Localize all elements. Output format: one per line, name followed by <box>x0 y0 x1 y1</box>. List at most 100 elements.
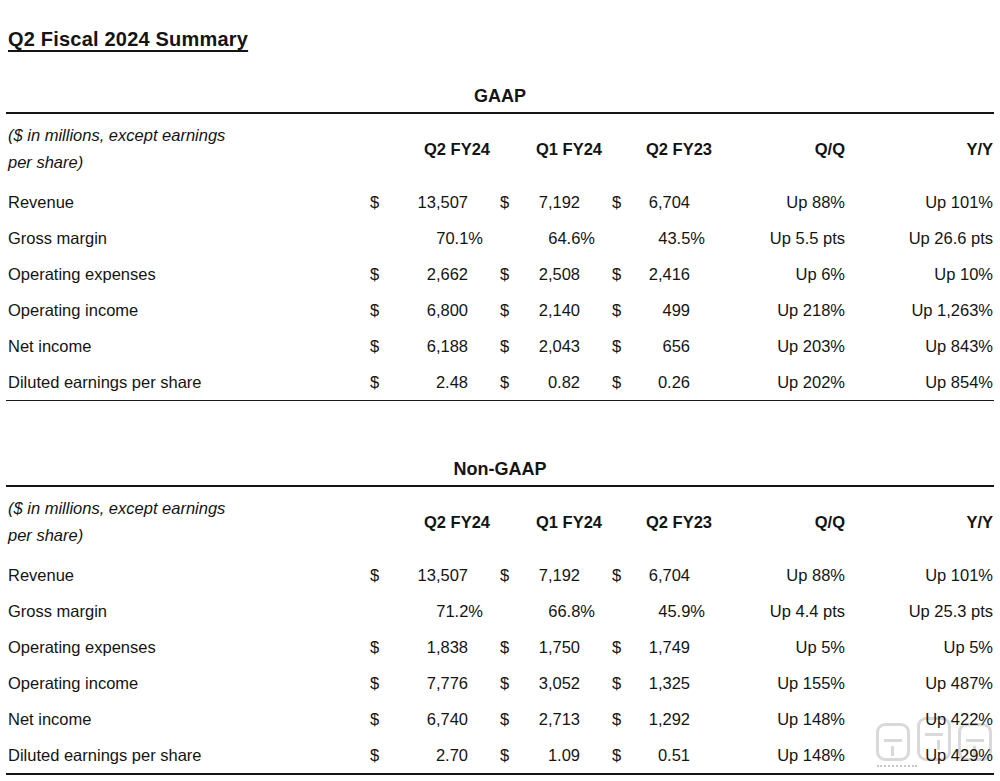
table-row: Diluted earnings per share $ 2.70 $ 1.09… <box>6 737 994 774</box>
yy-change: Up 422% <box>845 701 994 737</box>
table-row: Operating income $ 7,776 $ 3,052 $ 1,325… <box>6 665 994 701</box>
qq-change: Up 218% <box>712 292 845 328</box>
q2fy23-value: 499 <box>628 292 712 328</box>
col-header-qq: Q/Q <box>712 486 845 557</box>
dollar-sign: $ <box>490 256 516 292</box>
table-row: Operating income $ 6,800 $ 2,140 $ 499 U… <box>6 292 994 328</box>
yy-change: Up 101% <box>845 184 994 220</box>
yy-change: Up 5% <box>845 629 994 665</box>
q1fy24-value: 2,508 <box>516 256 602 292</box>
q1fy24-value: 2,043 <box>516 328 602 364</box>
q2fy24-value: 2,662 <box>386 256 490 292</box>
dollar-sign: $ <box>360 184 386 220</box>
dollar-sign: $ <box>490 701 516 737</box>
q2fy23-value: 656 <box>628 328 712 364</box>
q1fy24-value: 1,750 <box>516 629 602 665</box>
q2fy24-value: 2.70 <box>386 737 490 774</box>
dollar-sign: $ <box>360 737 386 774</box>
col-header-qq: Q/Q <box>712 113 845 184</box>
row-label: Net income <box>6 701 360 737</box>
qq-change: Up 88% <box>712 184 845 220</box>
qq-change: Up 6% <box>712 256 845 292</box>
dollar-sign: $ <box>360 292 386 328</box>
dollar-sign <box>490 593 516 629</box>
dollar-sign: $ <box>360 256 386 292</box>
non-gaap-section: Non-GAAP ($ in millions, except earnings… <box>6 458 994 775</box>
qq-change: Up 148% <box>712 737 845 774</box>
gaap-table: ($ in millions, except earnings per shar… <box>6 112 994 401</box>
dollar-sign: $ <box>490 629 516 665</box>
q2fy23-value: 0.51 <box>628 737 712 774</box>
q1fy24-value: 2,713 <box>516 701 602 737</box>
table-row: Diluted earnings per share $ 2.48 $ 0.82… <box>6 364 994 401</box>
row-label: Revenue <box>6 557 360 593</box>
page-title: Q2 Fiscal 2024 Summary <box>8 27 994 51</box>
col-header-q1fy24: Q1 FY24 <box>490 113 602 184</box>
dollar-sign: $ <box>602 364 628 401</box>
q1fy24-value: 7,192 <box>516 557 602 593</box>
row-label: Net income <box>6 328 360 364</box>
dollar-sign: $ <box>490 184 516 220</box>
document-page: Q2 Fiscal 2024 Summary GAAP ($ in millio… <box>0 0 1000 775</box>
units-note: ($ in millions, except earnings per shar… <box>6 486 360 557</box>
dollar-sign: $ <box>360 701 386 737</box>
yy-change: Up 843% <box>845 328 994 364</box>
q1fy24-value: 2,140 <box>516 292 602 328</box>
dollar-sign: $ <box>602 256 628 292</box>
row-label: Gross margin <box>6 220 360 256</box>
dollar-sign: $ <box>602 629 628 665</box>
q2fy24-value: 13,507 <box>386 184 490 220</box>
qq-change: Up 155% <box>712 665 845 701</box>
q2fy24-value: 7,776 <box>386 665 490 701</box>
q2fy24-value: 2.48 <box>386 364 490 401</box>
dollar-sign: $ <box>360 364 386 401</box>
q1fy24-value: 66.8% <box>516 593 602 629</box>
qq-change: Up 203% <box>712 328 845 364</box>
qq-change: Up 202% <box>712 364 845 401</box>
dollar-sign <box>602 593 628 629</box>
q2fy24-value: 6,800 <box>386 292 490 328</box>
dollar-sign <box>360 593 386 629</box>
non-gaap-table: ($ in millions, except earnings per shar… <box>6 485 994 775</box>
q2fy23-value: 6,704 <box>628 184 712 220</box>
row-label: Gross margin <box>6 593 360 629</box>
dollar-sign: $ <box>490 665 516 701</box>
row-label: Operating expenses <box>6 256 360 292</box>
table-row: Net income $ 6,740 $ 2,713 $ 1,292 Up 14… <box>6 701 994 737</box>
dollar-sign: $ <box>602 701 628 737</box>
q2fy23-value: 6,704 <box>628 557 712 593</box>
non-gaap-table-caption: Non-GAAP <box>6 458 994 480</box>
dollar-sign: $ <box>360 629 386 665</box>
col-header-q1fy24: Q1 FY24 <box>490 486 602 557</box>
q2fy23-value: 43.5% <box>628 220 712 256</box>
yy-change: Up 25.3 pts <box>845 593 994 629</box>
dollar-sign: $ <box>490 557 516 593</box>
dollar-sign: $ <box>602 557 628 593</box>
dollar-sign: $ <box>602 184 628 220</box>
dollar-sign: $ <box>602 737 628 774</box>
dollar-sign: $ <box>360 665 386 701</box>
q1fy24-value: 3,052 <box>516 665 602 701</box>
col-header-yy: Y/Y <box>845 113 994 184</box>
table-row: Operating expenses $ 2,662 $ 2,508 $ 2,4… <box>6 256 994 292</box>
units-note-line1: ($ in millions, except earnings <box>8 122 360 149</box>
q2fy24-value: 71.2% <box>386 593 490 629</box>
col-header-q2fy24: Q2 FY24 <box>360 486 490 557</box>
table-row: Net income $ 6,188 $ 2,043 $ 656 Up 203%… <box>6 328 994 364</box>
dollar-sign <box>360 220 386 256</box>
q1fy24-value: 7,192 <box>516 184 602 220</box>
dollar-sign: $ <box>602 665 628 701</box>
q2fy23-value: 1,749 <box>628 629 712 665</box>
gaap-section: GAAP ($ in millions, except earnings per… <box>6 85 994 401</box>
q2fy23-value: 1,292 <box>628 701 712 737</box>
col-header-q2fy23: Q2 FY23 <box>602 113 712 184</box>
q2fy24-value: 13,507 <box>386 557 490 593</box>
yy-change: Up 10% <box>845 256 994 292</box>
header-row: ($ in millions, except earnings per shar… <box>6 113 994 184</box>
q2fy23-value: 2,416 <box>628 256 712 292</box>
yy-change: Up 429% <box>845 737 994 774</box>
table-row: Operating expenses $ 1,838 $ 1,750 $ 1,7… <box>6 629 994 665</box>
dollar-sign: $ <box>490 328 516 364</box>
dollar-sign <box>602 220 628 256</box>
row-label: Diluted earnings per share <box>6 737 360 774</box>
